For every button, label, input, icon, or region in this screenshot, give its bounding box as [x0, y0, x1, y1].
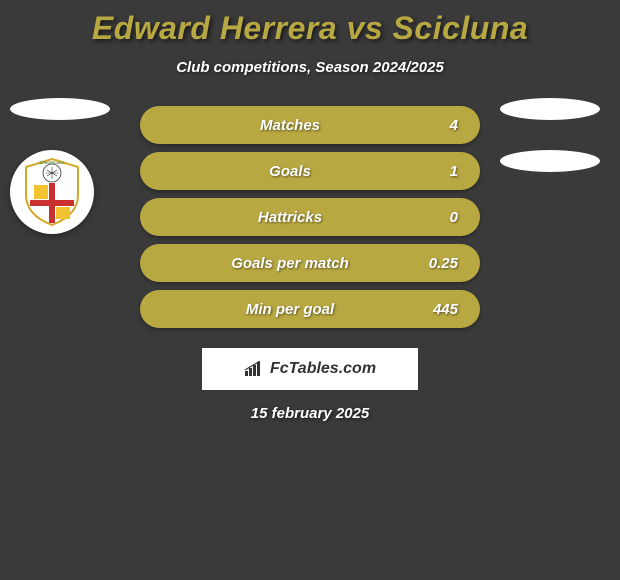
svg-text:BIRKIRKARA: BIRKIRKARA [39, 160, 64, 165]
date: 15 february 2025 [0, 405, 620, 422]
stat-value: 0.25 [418, 255, 458, 272]
stat-row-goals: Goals 1 [140, 152, 480, 190]
stat-row-hattricks: Hattricks 0 [140, 198, 480, 236]
club-badge-left: BIRKIRKARA [10, 150, 94, 234]
left-column: BIRKIRKARA [10, 98, 110, 234]
badge-icon: BIRKIRKARA [22, 157, 82, 227]
stats-area: BIRKIRKARA Matches 4 Goals 1 Hattricks 0 [0, 106, 620, 328]
subtitle: Club competitions, Season 2024/2025 [0, 59, 620, 76]
player-left-ellipse [10, 98, 110, 120]
stats-bars: Matches 4 Goals 1 Hattricks 0 Goals per … [140, 106, 480, 328]
player-right-ellipse-1 [500, 98, 600, 120]
player-right-ellipse-2 [500, 150, 600, 172]
stat-label: Matches [162, 117, 418, 134]
right-column [500, 98, 600, 202]
stat-value: 0 [418, 209, 458, 226]
main-container: Edward Herrera vs Scicluna Club competit… [0, 0, 620, 432]
stat-label: Goals per match [162, 255, 418, 272]
chart-icon [244, 361, 264, 377]
stat-value: 445 [418, 301, 458, 318]
stat-row-min-per-goal: Min per goal 445 [140, 290, 480, 328]
watermark-text: FcTables.com [270, 360, 376, 378]
watermark: FcTables.com [202, 348, 418, 390]
stat-row-goals-per-match: Goals per match 0.25 [140, 244, 480, 282]
stat-row-matches: Matches 4 [140, 106, 480, 144]
stat-label: Goals [162, 163, 418, 180]
stat-label: Min per goal [162, 301, 418, 318]
stat-value: 4 [418, 117, 458, 134]
stat-value: 1 [418, 163, 458, 180]
page-title: Edward Herrera vs Scicluna [0, 10, 620, 47]
stat-label: Hattricks [162, 209, 418, 226]
